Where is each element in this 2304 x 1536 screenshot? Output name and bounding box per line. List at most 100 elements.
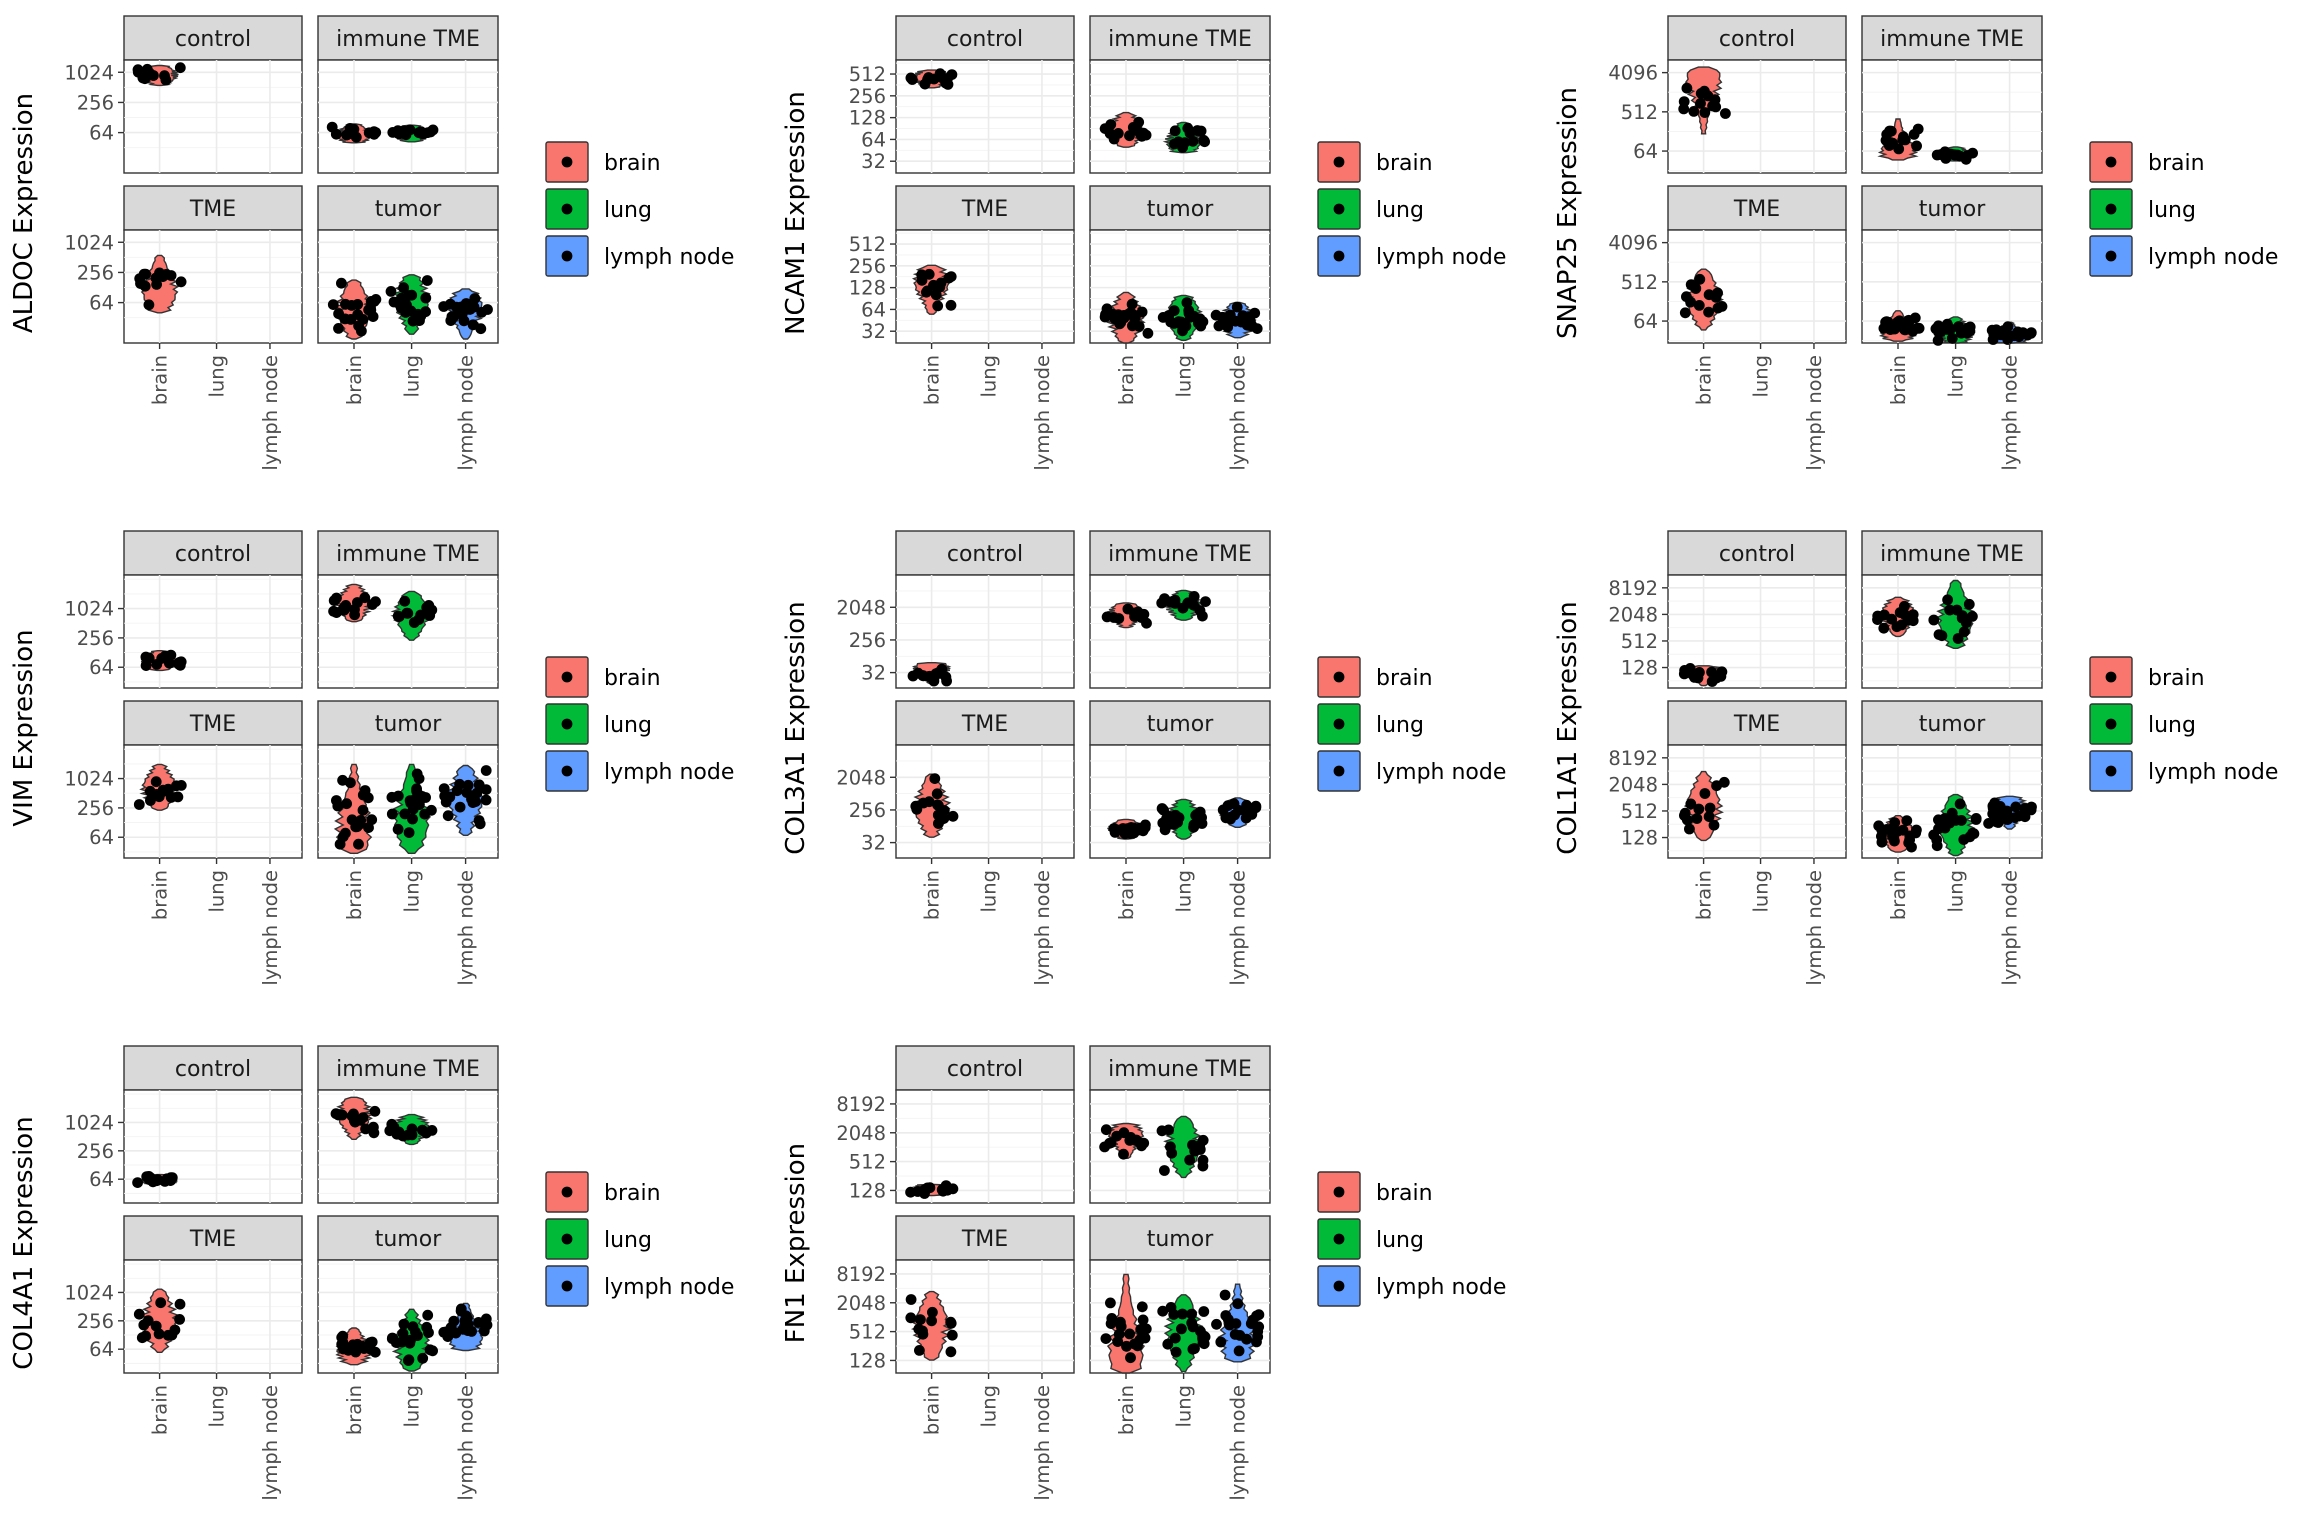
data-point	[929, 773, 941, 784]
legend-item-lymph-node: lymph node	[545, 750, 734, 792]
data-point	[1100, 1333, 1112, 1344]
facet-strip	[317, 185, 499, 231]
data-point	[1685, 279, 1697, 290]
data-point	[1703, 306, 1714, 318]
legend-item-lymph-node: lymph node	[1317, 1265, 1506, 1307]
data-point	[169, 1324, 181, 1336]
data-point	[341, 798, 352, 810]
legend-label: brain	[1376, 666, 1433, 691]
y-tick-label: 128	[849, 1179, 886, 1202]
facet-strip-label: control	[947, 27, 1023, 52]
facet-control: control 128 512 2048 8192	[836, 1045, 1075, 1204]
facet-strip-label: control	[947, 542, 1023, 567]
data-point	[398, 1318, 410, 1330]
legend-label: brain	[604, 1181, 661, 1206]
legend-item-lung: lung	[1317, 703, 1424, 745]
data-point	[1211, 1318, 1222, 1330]
legend-label: brain	[1376, 151, 1433, 176]
data-point	[331, 607, 342, 618]
legend-point	[1333, 765, 1345, 777]
legend-point	[561, 765, 573, 777]
y-tick-label: 512	[849, 233, 886, 256]
data-point	[467, 319, 479, 331]
data-point	[1210, 309, 1222, 321]
facet-control: control 64 256 1024	[64, 15, 303, 174]
data-point	[2008, 330, 2020, 342]
data-point	[919, 78, 931, 90]
data-point	[392, 823, 404, 835]
facet-strip	[317, 530, 499, 576]
data-point	[396, 292, 407, 304]
legend-item-lung: lung	[545, 703, 652, 745]
legend-label: brain	[604, 151, 661, 176]
data-point	[1711, 672, 1722, 684]
data-point	[1679, 307, 1691, 319]
data-point	[1687, 669, 1698, 680]
x-tick-label: lymph node	[455, 1385, 478, 1501]
data-point	[1159, 1165, 1170, 1176]
data-point	[2001, 805, 2013, 817]
chart-col4a1: control 64 256 1024 immune TME TME 64 256 1024 br…	[9, 1045, 734, 1501]
data-point	[420, 292, 432, 304]
facet-strip	[123, 1045, 303, 1091]
data-point	[357, 804, 369, 816]
legend-label: lymph node	[1376, 760, 1506, 785]
y-axis-title: SNAP25 Expression	[1553, 87, 1583, 339]
facet-immune-tme: immune TME	[317, 15, 499, 174]
data-point	[1219, 1289, 1231, 1301]
legend-item-brain: brain	[2089, 141, 2205, 183]
y-tick-label: 4096	[1608, 62, 1658, 85]
legend-label: brain	[604, 666, 661, 691]
x-tick-label: lung	[1945, 870, 1968, 913]
data-point	[349, 604, 360, 615]
facet-tumor: tumor brain lung lymph node	[317, 185, 499, 471]
facet-strip	[1089, 1045, 1271, 1091]
legend-item-lung: lung	[2089, 703, 2196, 745]
facet-strip	[123, 700, 303, 746]
y-tick-label: 128	[849, 1349, 886, 1372]
data-point	[397, 1328, 409, 1339]
data-point	[1129, 313, 1140, 325]
legend-point	[1333, 156, 1345, 168]
data-point	[445, 298, 456, 310]
data-point	[465, 303, 476, 315]
data-point	[1139, 822, 1151, 833]
y-tick-label: 2048	[836, 766, 886, 789]
data-point	[1716, 301, 1728, 312]
y-tick-label: 8192	[836, 1093, 886, 1116]
data-point	[1177, 142, 1188, 153]
x-tick-label: brain	[343, 1385, 366, 1435]
data-point	[1251, 323, 1263, 334]
legend-item-lymph-node: lymph node	[545, 235, 734, 277]
data-point	[160, 74, 172, 86]
data-point	[1157, 1305, 1169, 1317]
data-point	[1124, 1135, 1136, 1146]
y-tick-label: 512	[1621, 101, 1658, 124]
data-point	[427, 124, 439, 136]
data-point	[165, 792, 177, 803]
data-point	[1695, 98, 1706, 109]
data-point	[413, 773, 425, 784]
data-point	[366, 814, 378, 826]
data-point	[396, 1336, 408, 1348]
data-point	[355, 815, 367, 826]
data-point	[1954, 798, 1966, 810]
data-point	[1118, 1127, 1130, 1139]
data-point	[426, 1125, 438, 1136]
facet-tme: TME 32 256 2048 brain lung lymph node	[836, 700, 1075, 986]
facet-strip-label: immune TME	[1880, 542, 2024, 567]
x-tick-label: lung	[206, 1385, 229, 1428]
y-tick-label: 2048	[1608, 773, 1658, 796]
data-point	[337, 831, 349, 843]
data-point	[1968, 828, 1980, 840]
y-tick-label: 1024	[64, 1281, 114, 1304]
legend-label: brain	[2148, 151, 2205, 176]
data-point	[1220, 1310, 1232, 1321]
data-point	[136, 1332, 148, 1344]
data-point	[1224, 1319, 1235, 1331]
facet-strip	[1861, 700, 2043, 746]
data-point	[916, 274, 928, 286]
data-point	[913, 1323, 925, 1335]
data-point	[1198, 1306, 1210, 1317]
facet-strip	[1089, 15, 1271, 61]
